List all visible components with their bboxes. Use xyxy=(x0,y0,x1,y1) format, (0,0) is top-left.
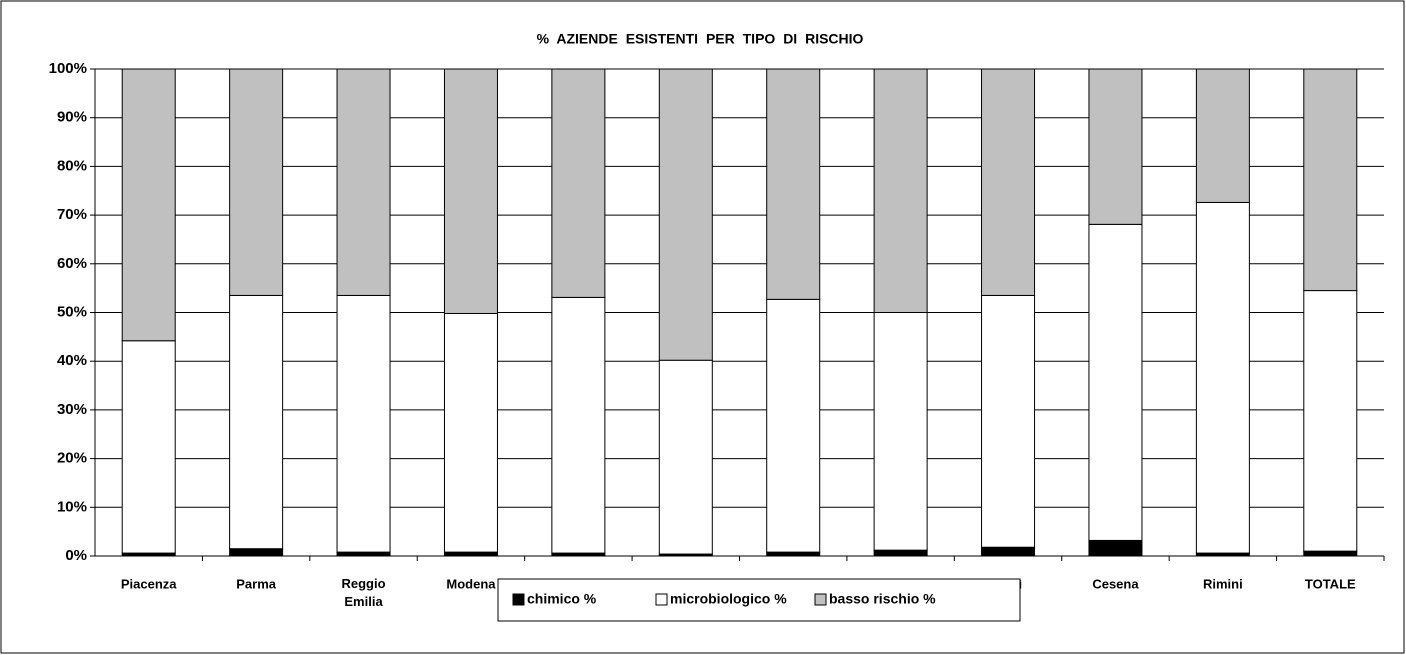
y-tick-label: 10% xyxy=(57,498,87,515)
bar-segment xyxy=(443,68,498,314)
bar-segment xyxy=(873,68,928,313)
bar-segment xyxy=(766,551,821,557)
y-tick-label: 70% xyxy=(57,206,87,223)
y-tick-label: 60% xyxy=(57,255,87,272)
legend-label: chimico % xyxy=(527,591,597,607)
bar-segment xyxy=(1303,290,1358,552)
bar-segment xyxy=(336,68,391,296)
bar-segment xyxy=(981,294,1036,548)
bar-segment xyxy=(1195,201,1250,554)
bar-segment xyxy=(766,68,821,300)
bar-segment xyxy=(229,294,284,550)
bar-segment xyxy=(1303,68,1358,292)
x-tick-label: Modena xyxy=(446,576,496,591)
x-tick-label: Piacenza xyxy=(121,576,177,591)
bar-segment xyxy=(981,546,1036,557)
bar-segment xyxy=(873,549,928,557)
chart-title: % AZIENDE ESISTENTI PER TIPO DI RISCHIO xyxy=(537,31,864,47)
legend-label: microbiologico % xyxy=(670,591,787,607)
bar-segment xyxy=(121,68,176,342)
y-tick-label: 0% xyxy=(65,547,87,564)
bar-segment xyxy=(981,68,1036,296)
bar-segment xyxy=(443,551,498,557)
legend: chimico % microbiologico % basso rischio % xyxy=(497,578,1021,622)
bar-segment xyxy=(336,294,391,553)
bar-segment xyxy=(658,68,713,361)
x-tick-label: Cesena xyxy=(1092,576,1139,591)
bar-segment xyxy=(443,312,498,553)
bar-segment xyxy=(1195,68,1250,203)
bar-segment xyxy=(1303,550,1358,557)
x-tick-label: TOTALE xyxy=(1305,576,1356,591)
bar-segment xyxy=(551,68,606,298)
y-tick-label: 50% xyxy=(57,303,87,320)
bar-segment xyxy=(121,340,176,554)
bar-segment xyxy=(873,312,928,551)
legend-swatch xyxy=(814,593,827,606)
plot-area: 0% 10% 20% 30% 40% 50% 60% 70% 80% 90% 100% Piacenz… xyxy=(49,60,1385,609)
bar-segment xyxy=(336,551,391,557)
bar-segment xyxy=(229,68,284,296)
bar-segment xyxy=(1088,223,1143,541)
legend-box xyxy=(497,578,1021,622)
legend-label: basso rischio % xyxy=(829,591,936,607)
bar-segment xyxy=(658,359,713,555)
bar-segment xyxy=(551,296,606,554)
bar-segment xyxy=(229,548,284,557)
legend-swatch xyxy=(655,593,668,606)
x-tick-label: Rimini xyxy=(1203,576,1243,591)
x-tick-label: Reggio Emilia xyxy=(342,576,386,609)
y-tick-label: 100% xyxy=(49,60,87,77)
legend-swatch xyxy=(512,593,525,606)
bar-segment xyxy=(766,298,821,553)
y-tick-label: 30% xyxy=(57,401,87,418)
y-tick-label: 80% xyxy=(57,157,87,174)
y-tick-label: 20% xyxy=(57,450,87,467)
bar-segment xyxy=(1088,539,1143,557)
y-tick-label: 40% xyxy=(57,352,87,369)
y-tick-label: 90% xyxy=(57,109,87,126)
bar-segment xyxy=(1088,68,1143,225)
x-tick-label: Parma xyxy=(236,576,277,591)
